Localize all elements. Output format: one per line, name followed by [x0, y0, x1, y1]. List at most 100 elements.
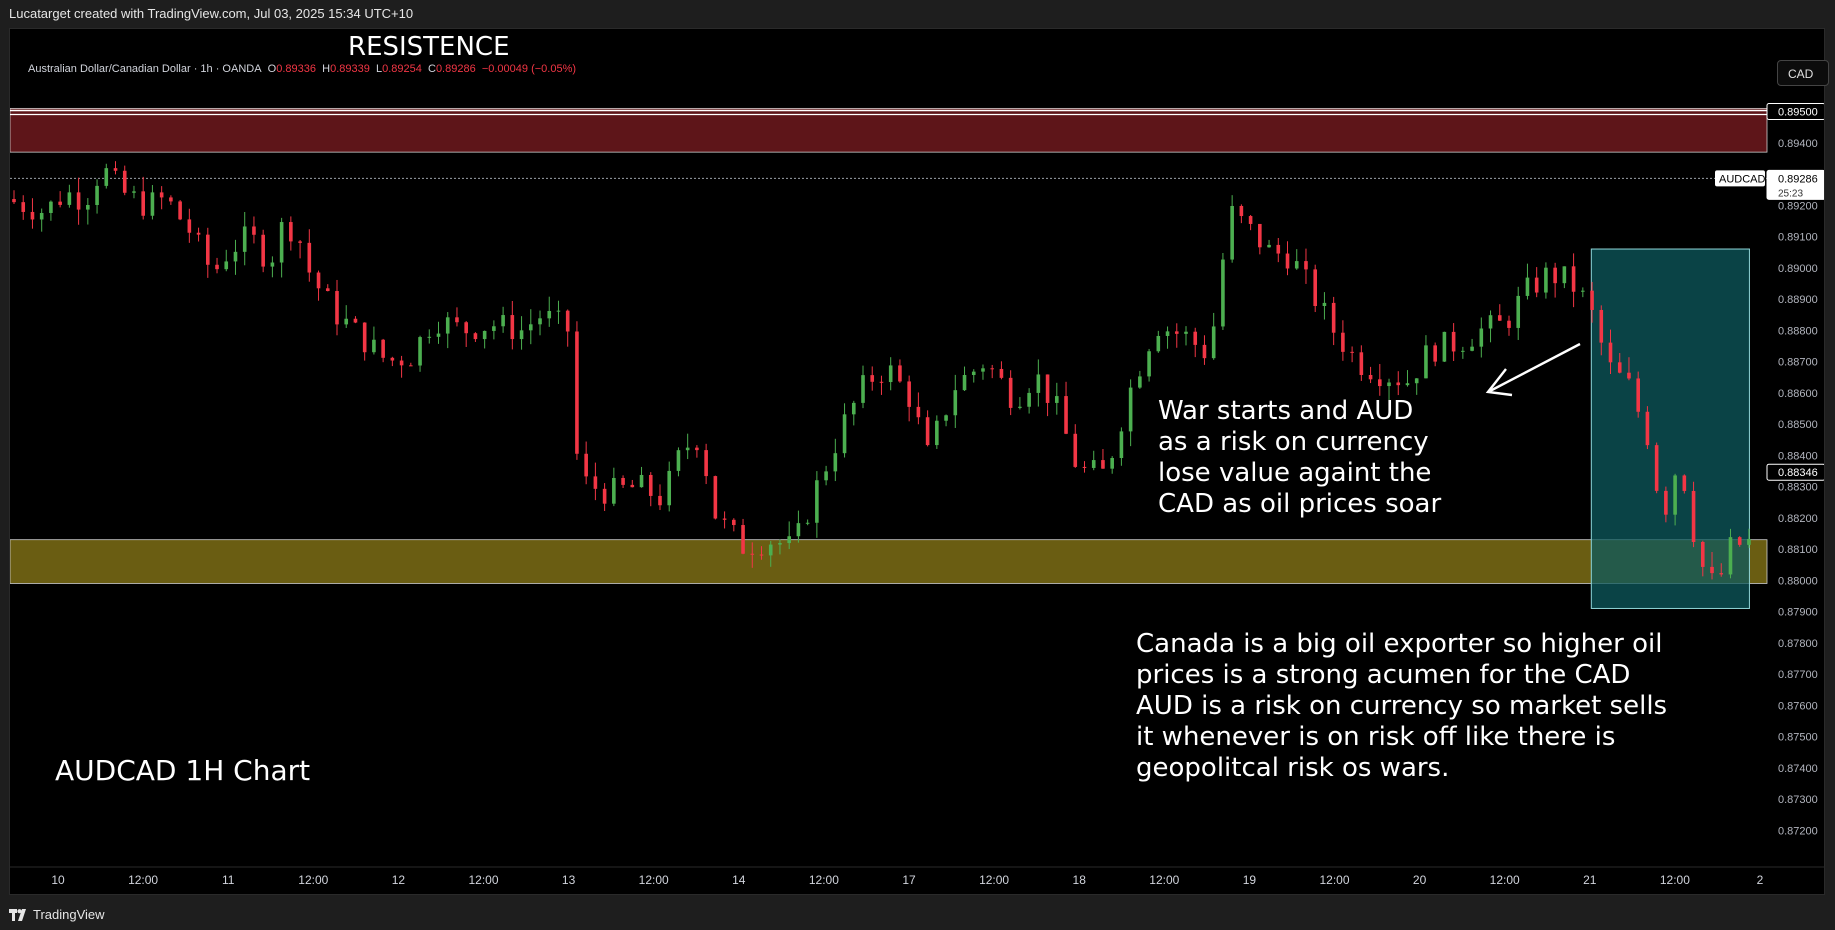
candle-body [1258, 223, 1262, 248]
time-tick-label: 12:00 [1490, 873, 1520, 887]
candle-body [1147, 351, 1151, 377]
candle-body [584, 453, 588, 477]
candle-body [1553, 267, 1557, 284]
symbol-tag-bg [1715, 170, 1765, 187]
candle-body [1230, 205, 1234, 260]
candle-body [1008, 377, 1013, 408]
candle-body [21, 202, 26, 212]
price-tag-value: 0.88346 [1778, 467, 1818, 479]
candle-body [30, 211, 35, 220]
candle-body [473, 333, 478, 340]
candle-body [1608, 342, 1613, 363]
candle-body [898, 365, 902, 382]
price-tick-label: 0.88300 [1778, 482, 1818, 494]
candle-body [1055, 396, 1059, 403]
candle-body [1396, 382, 1401, 386]
candle-body [1027, 392, 1031, 407]
time-tick-label: 10 [51, 873, 65, 887]
candle-body [399, 360, 404, 366]
candle-body [1101, 460, 1105, 469]
tradingview-logo[interactable]: TradingView [9, 901, 105, 929]
candle-body [1138, 376, 1142, 388]
chart-title-label: AUDCAD 1H Chart [55, 754, 311, 787]
candle-body [353, 318, 358, 323]
candle-body [1110, 458, 1114, 469]
time-tick-label: 12:00 [1319, 873, 1349, 887]
highlight-box [1590, 248, 1750, 609]
candle-body [1691, 490, 1696, 542]
candle-body [1239, 205, 1244, 217]
time-tick-label: 20 [1413, 873, 1427, 887]
candle-body [289, 222, 293, 242]
price-tag-value: 0.89286 [1778, 173, 1818, 185]
candle-body [1064, 396, 1068, 434]
price-tick-label: 0.87800 [1778, 638, 1818, 650]
candle-body [76, 192, 81, 210]
currency-button[interactable]: CAD [1777, 60, 1829, 86]
candle-body [1507, 320, 1511, 328]
candle-body [1599, 309, 1604, 343]
resistance-label: RESISTENCE [348, 32, 510, 62]
candle-body [113, 168, 118, 171]
candle-body [1581, 290, 1585, 292]
price-axis-bg [1770, 29, 1824, 867]
candle-body [787, 536, 791, 544]
candle-body [621, 477, 625, 485]
candle-body [362, 322, 367, 353]
candle-body [1267, 244, 1271, 248]
candle-body [722, 518, 727, 520]
candle-body [279, 222, 284, 263]
candle-body [1202, 344, 1207, 359]
candle-body [1359, 352, 1364, 375]
chart-frame[interactable]: 0.89500 0.89400 0.89200 0.89100 0.89000 0.889… [9, 28, 1829, 895]
price-tick-label: 0.89100 [1778, 232, 1818, 244]
credit-bar: Lucatarget created with TradingView.com,… [0, 0, 1835, 28]
annotation-arrow-head [1485, 368, 1513, 397]
candle-body [1211, 326, 1216, 359]
candle-body [159, 192, 164, 198]
candle-body [1645, 411, 1650, 446]
candle-body [436, 333, 441, 337]
candle-body [1082, 466, 1087, 468]
price-tag [1766, 103, 1824, 121]
candle-body [1119, 431, 1124, 459]
candle-body [805, 522, 810, 524]
price-tag [1766, 463, 1824, 481]
candle-body [519, 330, 524, 340]
candle-body [888, 365, 893, 383]
candle-body [242, 226, 247, 252]
candle-body [861, 375, 865, 403]
price-tick-label: 0.89200 [1778, 200, 1818, 212]
candle-body [1636, 378, 1640, 412]
candle-body [778, 543, 782, 545]
candle-body [122, 170, 127, 193]
candle-body [990, 368, 995, 370]
candle-body [1562, 266, 1567, 284]
price-tick-label: 0.87500 [1778, 732, 1818, 744]
candle-body [870, 375, 875, 382]
candle-body [1091, 460, 1096, 468]
candle-body [1331, 302, 1336, 333]
candle-body [178, 201, 182, 220]
candle-body [944, 415, 948, 421]
legend-l-value: 0.89254 [382, 63, 422, 75]
tradingview-logo-icon [9, 909, 26, 921]
price-tick-label: 0.88500 [1778, 419, 1818, 431]
candle-body [732, 519, 736, 526]
war-note: War starts and AUD as a risk on currency… [1158, 396, 1442, 519]
price-tick-label: 0.87700 [1778, 669, 1818, 681]
ohlc-legend: Australian Dollar/Canadian Dollar · 1h ·… [28, 63, 576, 75]
time-tick-label: 14 [732, 873, 746, 887]
time-tick-label: 12:00 [468, 873, 498, 887]
candle-body [759, 554, 764, 556]
time-tick-label: 12:00 [979, 873, 1009, 887]
candle-body [704, 450, 708, 477]
candle-body [1442, 331, 1447, 362]
price-tick-label: 0.88900 [1778, 294, 1818, 306]
tradingview-brand: TradingView [33, 907, 105, 922]
candle-body [1073, 433, 1078, 467]
candle-body [141, 191, 145, 216]
candle-body [612, 477, 616, 504]
price-chart[interactable]: 0.89500 0.89400 0.89200 0.89100 0.89000 0.889… [10, 29, 1824, 894]
candle-body [1285, 253, 1290, 269]
